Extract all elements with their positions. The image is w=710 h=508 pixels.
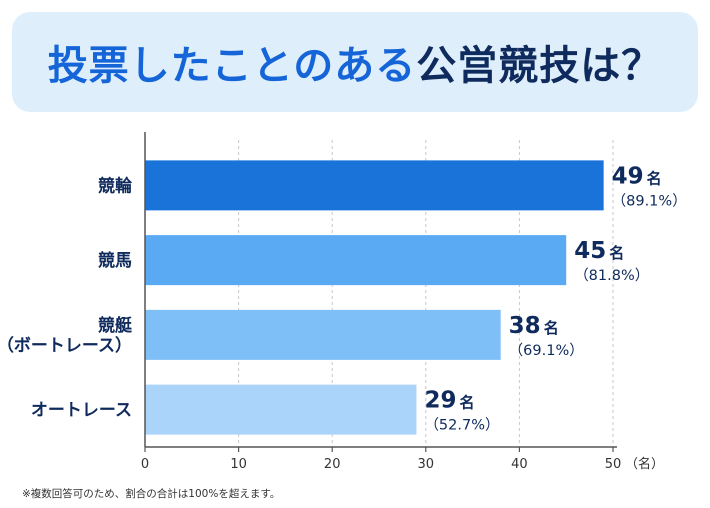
chart-title: 投票したことのある公営競技は？ bbox=[48, 33, 663, 91]
chart-title-main: 投票したことのある bbox=[47, 43, 417, 89]
percent-label: （52.7%） bbox=[424, 417, 499, 434]
percent-label: （89.1%） bbox=[612, 192, 687, 209]
category-label: （ボートレース） bbox=[0, 335, 132, 356]
bar bbox=[145, 160, 604, 211]
bar bbox=[145, 235, 567, 286]
x-tick-label: 40 bbox=[511, 457, 528, 472]
footnote: ※複数回答可のため、割合の合計は100%を超えます。 bbox=[22, 488, 281, 500]
percent-label: （81.8%） bbox=[574, 267, 649, 284]
data-label: 45 名 bbox=[574, 238, 624, 264]
category-label: 競馬 bbox=[98, 250, 132, 271]
x-tick-label: 0 bbox=[141, 457, 149, 472]
percent-label: （69.1%） bbox=[509, 342, 584, 359]
category-label: 競輪 bbox=[98, 175, 133, 196]
x-tick-label: 30 bbox=[418, 457, 435, 472]
data-label: 49 名 bbox=[612, 163, 662, 189]
title-banner: 投票したことのある公営競技は？ bbox=[12, 12, 698, 112]
bar bbox=[145, 309, 501, 360]
x-unit-label: （名） bbox=[625, 456, 664, 472]
category-label: 競艇 bbox=[98, 315, 132, 336]
x-tick-label: 50 bbox=[605, 457, 622, 472]
chart-title-accent: 公営競技は？ bbox=[416, 43, 663, 89]
data-label: 38 名 bbox=[509, 313, 559, 339]
category-label: オートレース bbox=[31, 401, 132, 421]
bar bbox=[145, 384, 417, 435]
data-label: 29 名 bbox=[424, 388, 474, 414]
x-tick-label: 20 bbox=[324, 457, 341, 472]
x-tick-label: 10 bbox=[230, 457, 247, 472]
